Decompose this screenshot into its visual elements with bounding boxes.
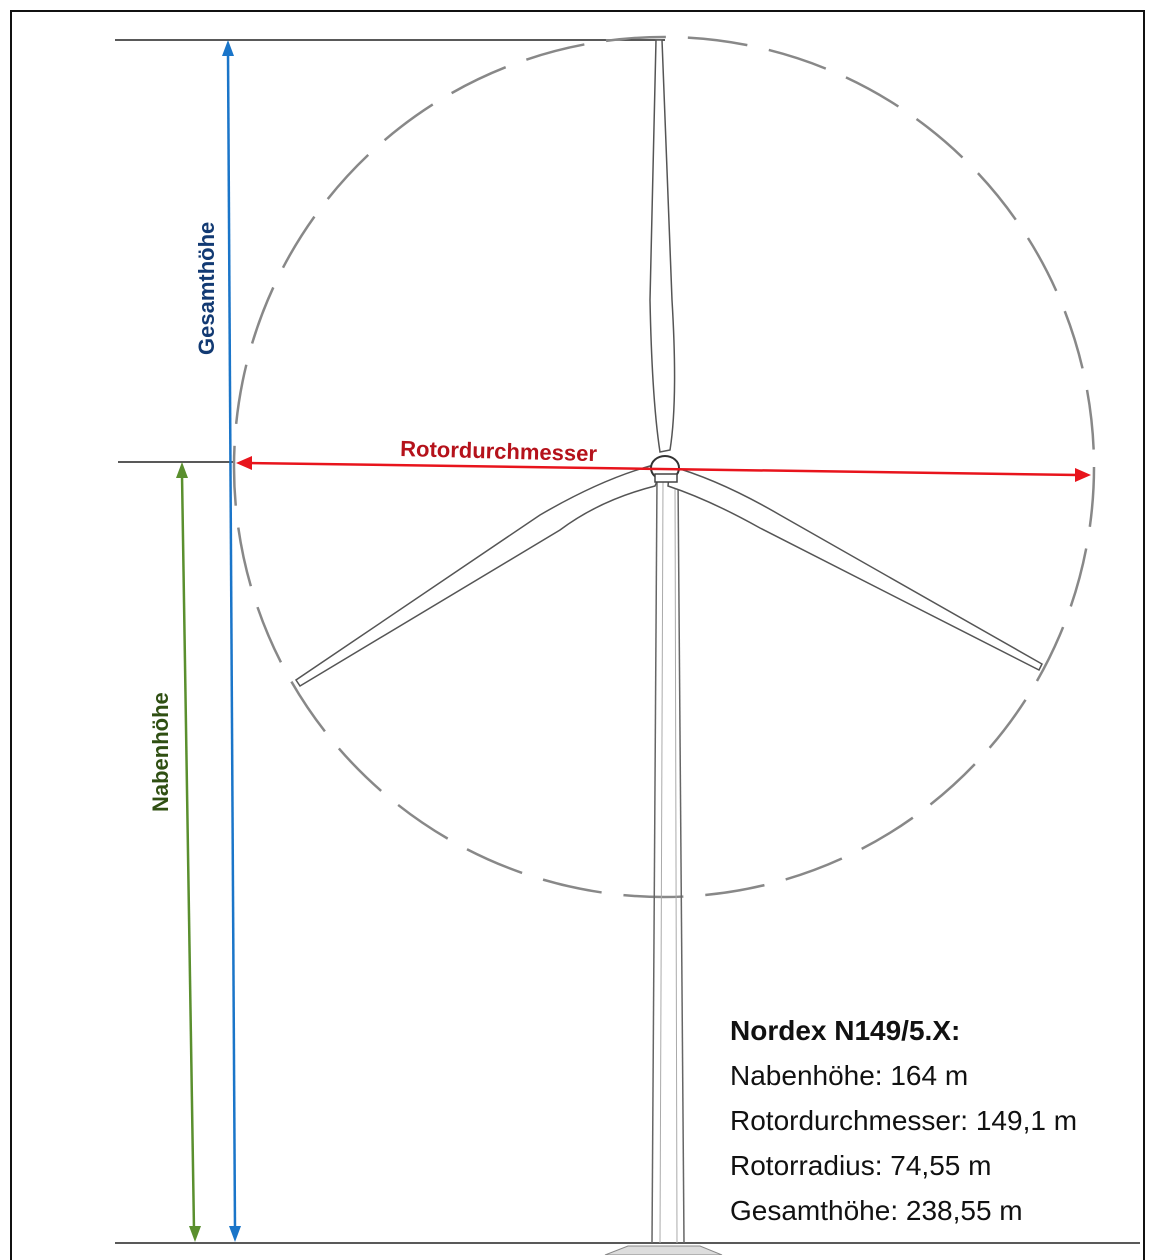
foundation (604, 1245, 723, 1255)
rotor-swept-circle (232, 35, 1096, 899)
spec-rotor-diameter: Rotordurchmesser: 149,1 m (730, 1105, 1078, 1136)
total-height-arrow (222, 40, 241, 1242)
hub-height-arrow (176, 462, 201, 1242)
turbine-specifications: Nordex N149/5.X: Nabenhöhe: 164 m Rotord… (730, 1008, 1140, 1233)
spec-hub-height: Nabenhöhe: 164 m (730, 1060, 969, 1091)
blade-top (649, 39, 676, 453)
turbine-model-title: Nordex N149/5.X: (730, 1015, 961, 1046)
blade-lower-left (294, 465, 661, 688)
tower (651, 477, 685, 1244)
spec-rotor-radius: Rotorradius: 74,55 m (730, 1150, 992, 1181)
rotor-diameter-arrow (236, 456, 1091, 482)
rotor-blades (294, 39, 1043, 688)
total-height-label: Gesamthöhe (194, 222, 219, 355)
rotor-diameter-label: Rotordurchmesser (400, 436, 598, 466)
blade-lower-right (667, 465, 1043, 672)
hub-height-label: Nabenhöhe (148, 692, 173, 812)
spec-total-height: Gesamthöhe: 238,55 m (730, 1195, 1023, 1226)
diagram-frame (10, 10, 1145, 1260)
